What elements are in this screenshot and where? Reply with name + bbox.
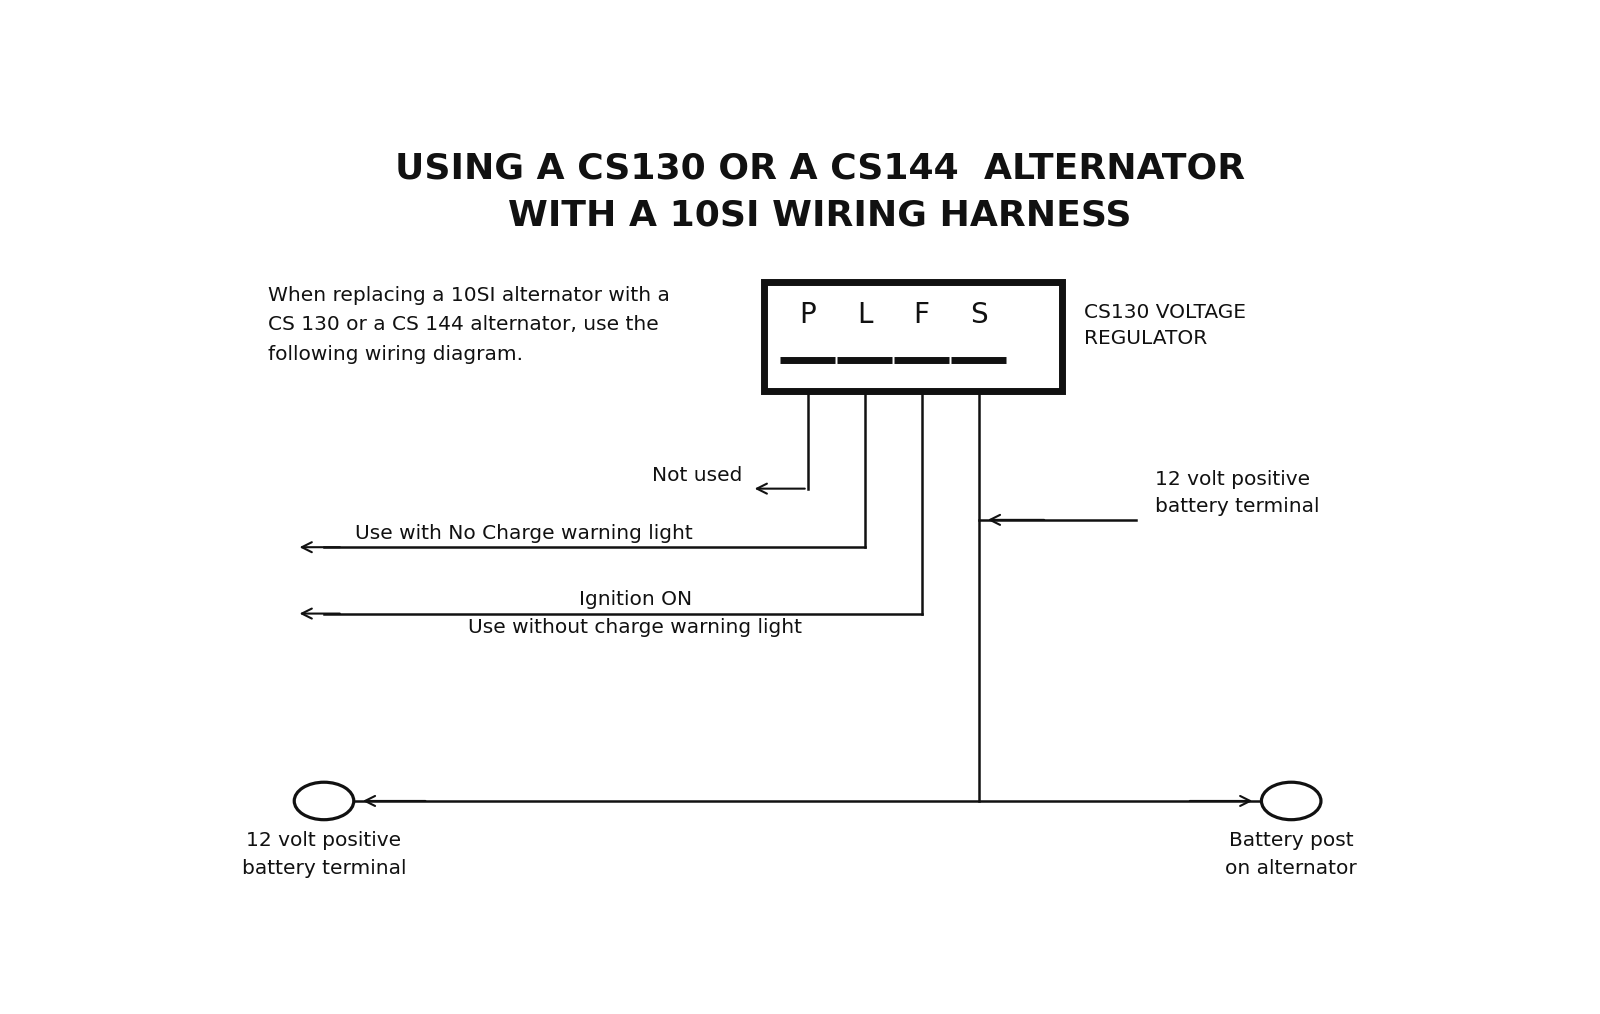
Text: WITH A 10SI WIRING HARNESS: WITH A 10SI WIRING HARNESS xyxy=(509,199,1131,232)
Bar xyxy=(765,282,1062,391)
Text: S: S xyxy=(970,300,987,329)
Text: L: L xyxy=(858,300,872,329)
Text: Use with No Charge warning light: Use with No Charge warning light xyxy=(355,523,693,542)
Text: CS130 VOLTAGE
REGULATOR: CS130 VOLTAGE REGULATOR xyxy=(1085,303,1246,348)
Text: 12 volt positive
battery terminal: 12 volt positive battery terminal xyxy=(242,831,406,878)
Text: 12 volt positive
battery terminal: 12 volt positive battery terminal xyxy=(1155,470,1320,516)
Text: USING A CS130 OR A CS144  ALTERNATOR: USING A CS130 OR A CS144 ALTERNATOR xyxy=(395,151,1245,186)
Text: When replacing a 10SI alternator with a
CS 130 or a CS 144 alternator, use the
f: When replacing a 10SI alternator with a … xyxy=(269,286,670,364)
Text: Use without charge warning light: Use without charge warning light xyxy=(469,619,802,637)
Circle shape xyxy=(294,782,354,819)
Text: Ignition ON: Ignition ON xyxy=(579,590,691,608)
Text: Not used: Not used xyxy=(651,465,742,485)
Text: P: P xyxy=(800,300,816,329)
Circle shape xyxy=(1261,782,1322,819)
Text: Battery post
on alternator: Battery post on alternator xyxy=(1226,831,1357,878)
Text: F: F xyxy=(914,300,930,329)
